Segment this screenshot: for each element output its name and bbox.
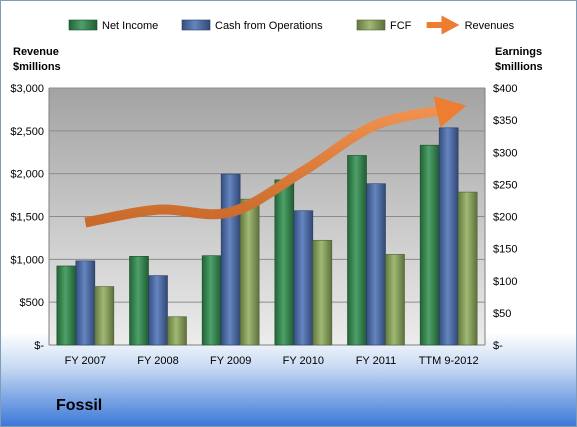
right-tick-label: $400 <box>493 83 517 95</box>
right-tick-label: $200 <box>493 212 517 224</box>
x-tick-label: TTM 9-2012 <box>419 355 479 367</box>
legend-label: Net Income <box>102 20 158 32</box>
bar-cash-from-operations <box>366 183 386 346</box>
right-tick-label: $150 <box>493 244 517 256</box>
left-tick-label: $3,000 <box>10 83 44 95</box>
left-tick-label: $500 <box>20 297 44 309</box>
right-tick-label: $100 <box>493 276 517 288</box>
left-tick-label: $2,000 <box>10 169 44 181</box>
bar-cash-from-operations <box>293 210 314 346</box>
x-tick-label: FY 2010 <box>283 355 324 367</box>
left-tick-label: $- <box>34 340 44 352</box>
bar-net-income <box>201 255 222 346</box>
bar-fcf <box>167 316 187 346</box>
right-axis-title: Earnings <box>495 46 542 58</box>
right-tick-label: $300 <box>493 147 517 159</box>
legend-label: Revenues <box>465 20 515 32</box>
bar-net-income <box>56 265 77 346</box>
bar-fcf <box>94 286 115 346</box>
bar-cash-from-operations <box>148 275 168 346</box>
bar-net-income <box>274 179 295 346</box>
bar-net-income <box>129 256 149 346</box>
legend-label: Cash from Operations <box>215 20 323 32</box>
right-tick-label: $50 <box>493 308 511 320</box>
company-name: Fossil <box>56 397 103 414</box>
legend-swatch <box>181 19 211 31</box>
left-tick-label: $1,500 <box>10 212 44 224</box>
right-tick-label: $350 <box>493 115 517 127</box>
bar-fcf <box>239 198 260 346</box>
legend-swatch <box>356 19 386 31</box>
bar-cash-from-operations <box>438 127 459 346</box>
legend-swatch <box>68 19 98 31</box>
x-tick-label: FY 2009 <box>210 355 251 367</box>
right-tick-label: $250 <box>493 179 517 191</box>
right-tick-label: $- <box>493 340 503 352</box>
left-tick-label: $2,500 <box>10 126 44 138</box>
revenues-line <box>84 96 467 228</box>
legend-label: FCF <box>390 20 412 32</box>
bar-net-income <box>419 144 440 346</box>
bar-fcf <box>385 254 405 346</box>
bar-cash-from-operations <box>220 173 241 346</box>
bar-fcf <box>457 191 478 346</box>
x-tick-label: FY 2011 <box>356 355 397 367</box>
x-tick-label: FY 2007 <box>65 355 106 367</box>
left-axis-title: Revenue <box>13 46 59 58</box>
bar-cash-from-operations <box>75 260 96 346</box>
left-tick-label: $1,000 <box>10 254 44 266</box>
left-axis-title: $millions <box>13 61 61 73</box>
x-tick-label: FY 2008 <box>137 355 178 367</box>
bar-net-income <box>347 155 367 346</box>
right-axis-title: $millions <box>495 61 543 73</box>
bar-fcf <box>312 239 333 346</box>
